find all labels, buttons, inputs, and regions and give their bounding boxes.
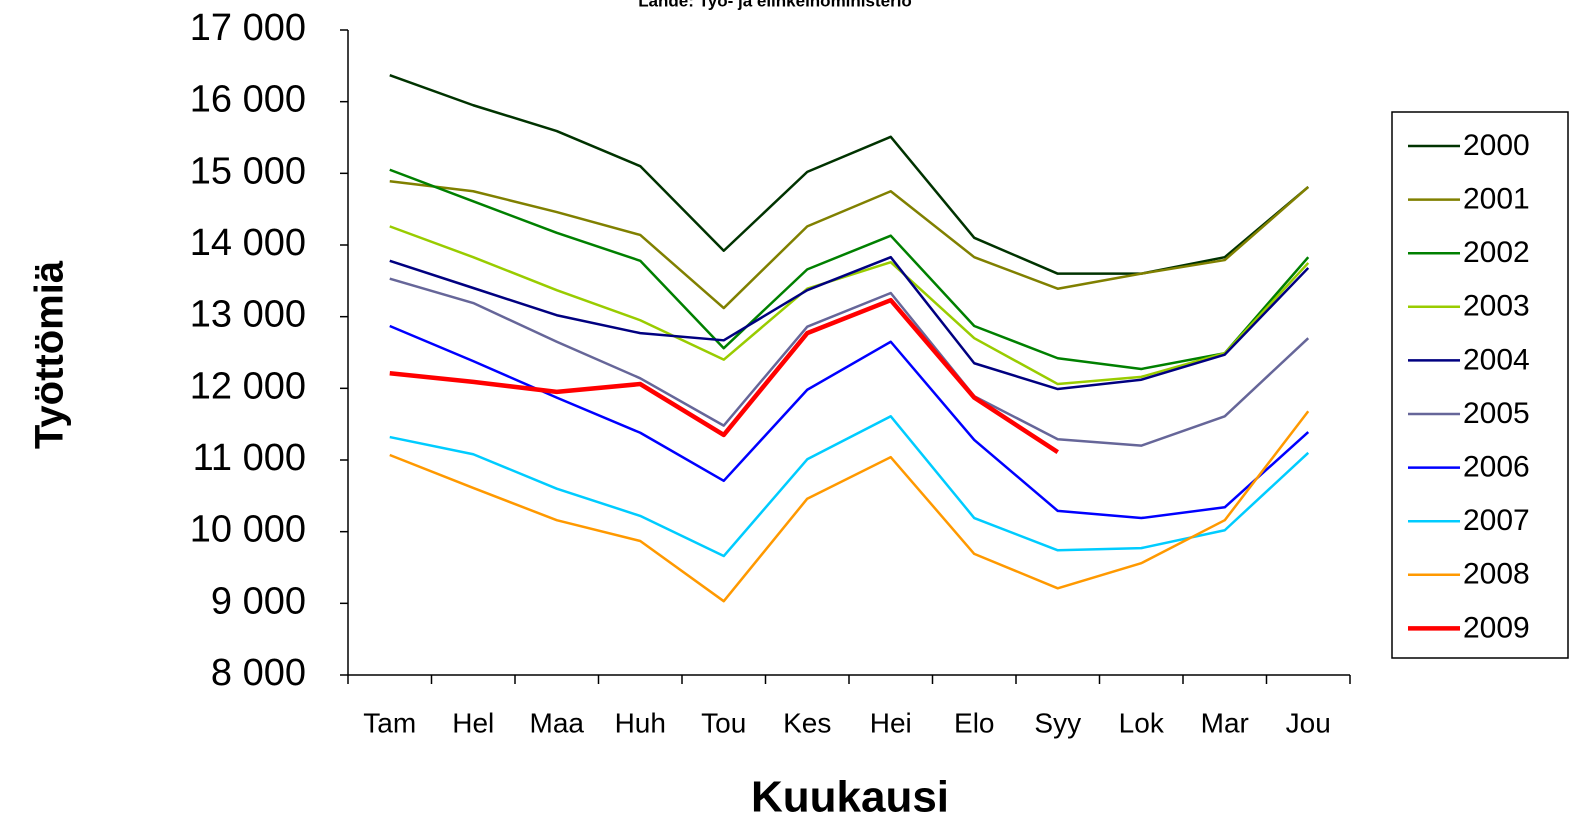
legend-label: 2003 [1463, 290, 1530, 323]
series-line [389, 410, 1310, 603]
legend-label: 2008 [1463, 558, 1530, 591]
y-tick-label: 12 000 [190, 365, 306, 407]
legend-label: 2006 [1463, 451, 1530, 484]
x-tick-label: Huh [615, 707, 666, 738]
chart-subtitle: Lähde: Työ- ja elinkeinoministeriö [638, 0, 912, 10]
legend-label: 2002 [1463, 236, 1530, 269]
y-tick-label: 14 000 [190, 222, 306, 264]
series-line [389, 168, 1310, 371]
x-tick-label: Hei [870, 707, 912, 738]
y-tick-label: 11 000 [193, 437, 306, 479]
y-tick-label: 9 000 [211, 580, 306, 622]
legend-label: 2000 [1463, 129, 1530, 162]
x-tick-label: Mar [1201, 707, 1249, 738]
y-tick-label: 16 000 [190, 79, 306, 121]
x-tick-label: Tou [701, 707, 746, 738]
x-tick-label: Maa [530, 707, 585, 738]
y-tick-label: 13 000 [190, 294, 306, 336]
x-tick-label: Hel [452, 707, 494, 738]
series-line [389, 277, 1310, 447]
x-tick-label: Kes [783, 707, 831, 738]
series-line [389, 415, 1310, 558]
y-axis-label: Työttömiä [28, 260, 72, 449]
series-line [389, 297, 1059, 455]
series-line [389, 73, 1310, 275]
legend-label: 2005 [1463, 397, 1530, 430]
series-line [389, 179, 1310, 310]
y-tick-label: 10 000 [190, 509, 306, 551]
y-tick-label: 8 000 [211, 652, 306, 694]
series-line [389, 225, 1310, 386]
y-tick-label: 17 000 [190, 7, 306, 49]
legend-label: 2009 [1463, 611, 1530, 644]
legend-label: 2004 [1463, 343, 1530, 376]
x-tick-label: Elo [954, 707, 994, 738]
series-line [389, 255, 1310, 391]
x-tick-label: Lok [1119, 707, 1165, 738]
x-tick-label: Syy [1034, 707, 1081, 738]
y-tick-label: 15 000 [190, 150, 306, 192]
legend-label: 2007 [1463, 504, 1530, 537]
x-tick-label: Tam [363, 707, 416, 738]
legend-label: 2001 [1463, 183, 1530, 216]
x-axis-label: Kuukausi [751, 773, 949, 822]
series-line [389, 324, 1310, 520]
x-tick-label: Jou [1286, 707, 1331, 738]
legend-box [1391, 111, 1569, 659]
